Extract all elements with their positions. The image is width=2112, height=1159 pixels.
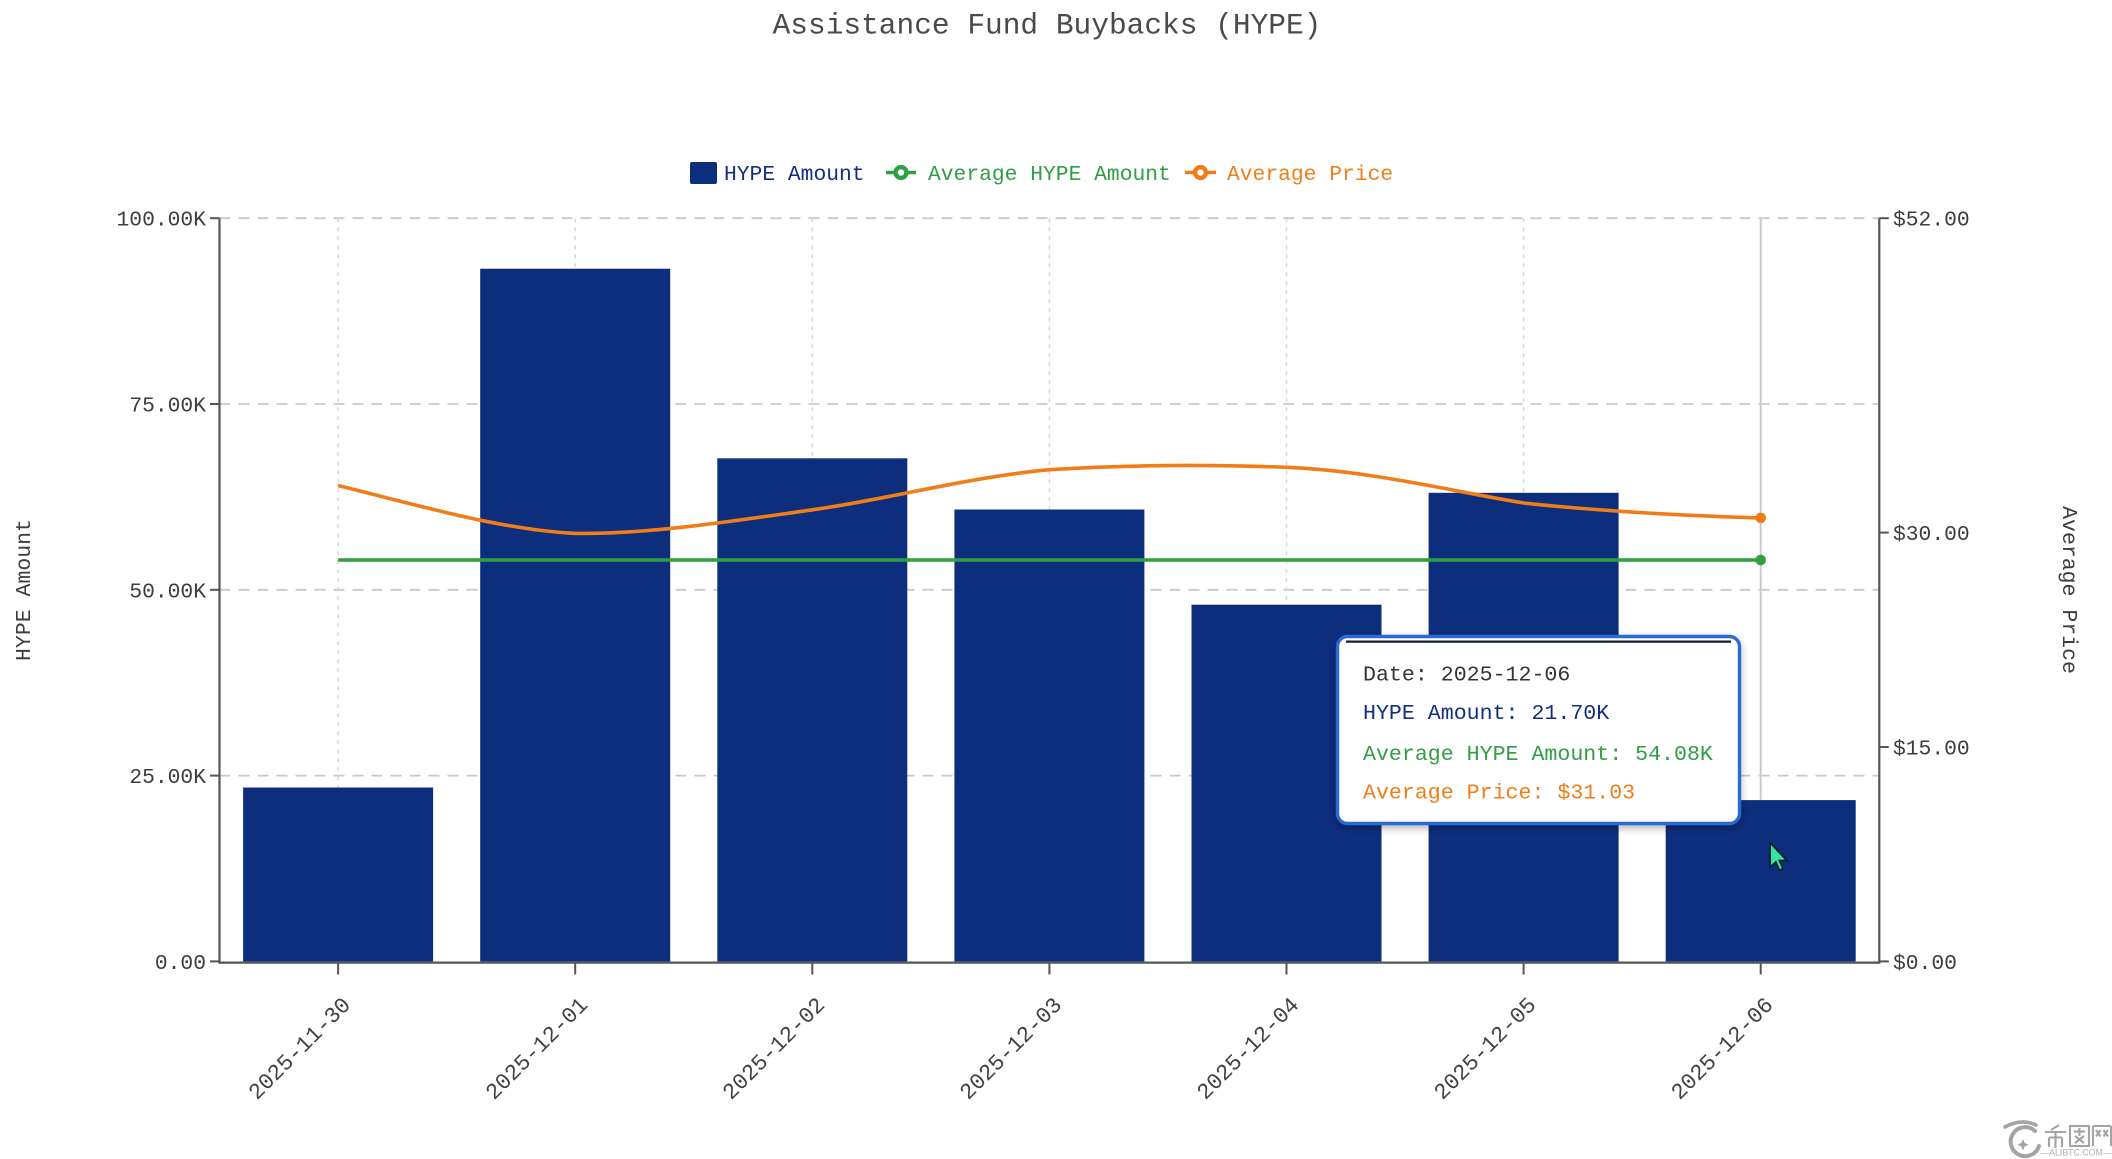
- svg-text:$30.00: $30.00: [1893, 523, 1970, 547]
- svg-text:HYPE Amount: HYPE Amount: [724, 163, 865, 187]
- svg-text:0.00: 0.00: [155, 952, 206, 976]
- svg-text:Average HYPE Amount: 54.08K: Average HYPE Amount: 54.08K: [1363, 743, 1713, 767]
- svg-text:50.00K: 50.00K: [129, 580, 206, 604]
- svg-text:$52.00: $52.00: [1893, 209, 1970, 233]
- svg-text:100.00K: 100.00K: [117, 209, 207, 233]
- svg-text:25.00K: 25.00K: [129, 766, 206, 790]
- svg-text:$0.00: $0.00: [1893, 952, 1957, 976]
- svg-text:Assistance Fund Buybacks (HYPE: Assistance Fund Buybacks (HYPE): [773, 9, 1322, 43]
- svg-text:Average HYPE Amount: Average HYPE Amount: [928, 163, 1171, 187]
- svg-text:$15.00: $15.00: [1893, 738, 1970, 762]
- svg-text:Average Price: Average Price: [1227, 163, 1393, 187]
- svg-text:Average Price: $31.03: Average Price: $31.03: [1363, 782, 1635, 806]
- svg-text:75.00K: 75.00K: [129, 395, 206, 419]
- svg-text:HYPE Amount: HYPE Amount: [13, 519, 37, 661]
- svg-text:HYPE Amount: 21.70K: HYPE Amount: 21.70K: [1363, 702, 1609, 726]
- svg-text:Average Price: Average Price: [2056, 506, 2080, 674]
- svg-text:Date: 2025-12-06: Date: 2025-12-06: [1363, 664, 1570, 688]
- svg-text:—ALIBTC.COM—: —ALIBTC.COM—: [2040, 1148, 2112, 1158]
